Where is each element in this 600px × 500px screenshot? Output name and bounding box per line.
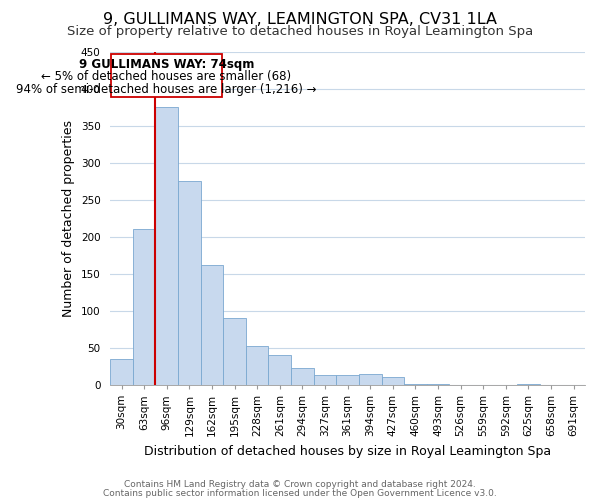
Bar <box>110 359 133 385</box>
Bar <box>268 356 291 385</box>
Bar <box>427 384 449 385</box>
Text: Contains HM Land Registry data © Crown copyright and database right 2024.: Contains HM Land Registry data © Crown c… <box>124 480 476 489</box>
FancyBboxPatch shape <box>110 54 222 98</box>
Bar <box>517 384 540 385</box>
Bar <box>133 230 155 385</box>
Bar <box>382 377 404 385</box>
X-axis label: Distribution of detached houses by size in Royal Leamington Spa: Distribution of detached houses by size … <box>144 444 551 458</box>
Bar <box>291 368 314 385</box>
Bar <box>359 374 382 385</box>
Text: 94% of semi-detached houses are larger (1,216) →: 94% of semi-detached houses are larger (… <box>16 83 317 96</box>
Y-axis label: Number of detached properties: Number of detached properties <box>62 120 75 317</box>
Text: Size of property relative to detached houses in Royal Leamington Spa: Size of property relative to detached ho… <box>67 25 533 38</box>
Bar <box>200 265 223 385</box>
Bar <box>155 107 178 385</box>
Text: ← 5% of detached houses are smaller (68): ← 5% of detached houses are smaller (68) <box>41 70 292 84</box>
Text: 9 GULLIMANS WAY: 74sqm: 9 GULLIMANS WAY: 74sqm <box>79 58 254 71</box>
Bar <box>246 346 268 385</box>
Bar <box>337 376 359 385</box>
Text: 9, GULLIMANS WAY, LEAMINGTON SPA, CV31 1LA: 9, GULLIMANS WAY, LEAMINGTON SPA, CV31 1… <box>103 12 497 28</box>
Bar <box>178 181 200 385</box>
Bar <box>404 384 427 385</box>
Bar <box>314 376 337 385</box>
Bar <box>223 318 246 385</box>
Text: Contains public sector information licensed under the Open Government Licence v3: Contains public sector information licen… <box>103 488 497 498</box>
